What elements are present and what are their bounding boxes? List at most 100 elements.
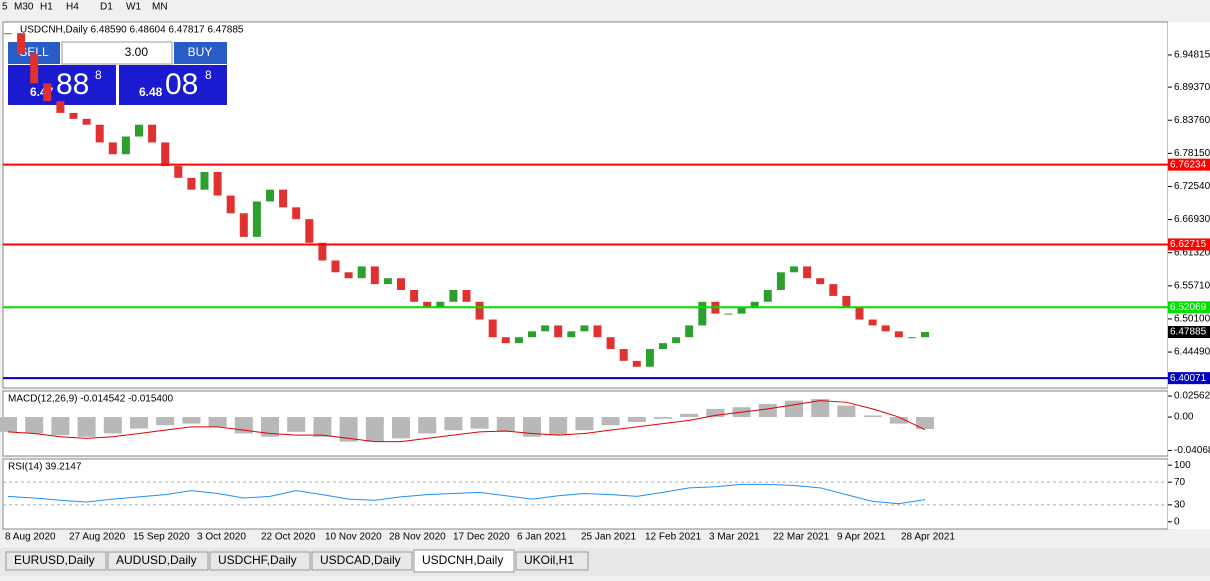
tab-label: AUDUSD,Daily <box>116 553 197 567</box>
candle <box>161 142 170 167</box>
macd-bar <box>261 417 279 437</box>
candle <box>567 331 576 338</box>
candle <box>554 325 563 338</box>
macd-bar <box>863 415 882 418</box>
timeframe-button[interactable]: W1 <box>126 2 141 13</box>
macd-bar <box>889 417 908 424</box>
candle <box>462 290 471 302</box>
x-tick-label: 27 Aug 2020 <box>69 532 126 543</box>
y-tick-label: 6.50100 <box>1174 314 1210 325</box>
macd-bar <box>25 417 44 434</box>
tab-label: USDCAD,Daily <box>320 553 401 567</box>
candle <box>685 325 694 338</box>
tab[interactable] <box>209 551 311 571</box>
y-tick-label: 6.94815 <box>1174 50 1210 61</box>
timeframe-button[interactable]: H1 <box>40 2 53 13</box>
macd-bar <box>208 417 227 427</box>
macd-bar <box>811 399 830 418</box>
tab-label: EURUSD,Daily <box>14 553 95 567</box>
x-tick-label: 3 Oct 2020 <box>197 532 246 543</box>
tab[interactable] <box>107 551 209 571</box>
timeframe-button[interactable]: MN <box>152 2 168 13</box>
candle <box>121 136 130 155</box>
candle <box>69 112 78 119</box>
tab-label: USDCNH,Daily <box>422 553 503 567</box>
buy-button[interactable] <box>174 42 227 64</box>
buy-label: BUY <box>188 45 213 59</box>
candle <box>200 171 209 190</box>
timeframe-button[interactable]: M30 <box>14 2 34 13</box>
ask-box[interactable] <box>119 65 227 105</box>
tab[interactable] <box>515 551 589 571</box>
level-label: 6.76234 <box>1170 159 1207 170</box>
rsi-line <box>7 483 926 505</box>
macd-bar <box>182 417 201 424</box>
candle <box>43 83 52 102</box>
candle <box>921 332 929 338</box>
candle <box>56 101 65 113</box>
price-label: 6.47885 <box>1170 327 1207 338</box>
candle <box>724 313 733 315</box>
candle <box>331 260 340 273</box>
macd-bar <box>706 408 725 418</box>
level-label: 6.62715 <box>1170 239 1207 250</box>
candle <box>541 325 550 332</box>
candle <box>4 33 12 35</box>
level-tag <box>1168 238 1210 251</box>
price-tag <box>1168 326 1210 339</box>
y-tick-label: 0 <box>1174 516 1180 527</box>
candle <box>528 331 536 338</box>
macd-bar <box>0 417 17 432</box>
level-tag <box>1168 301 1210 314</box>
macd-bar <box>654 417 672 419</box>
candle <box>344 272 353 279</box>
chart-header: USDCNH,Daily 6.48590 6.48604 6.47817 6.4… <box>20 25 244 36</box>
candle <box>514 337 523 344</box>
y-tick-label: 70 <box>1174 477 1186 488</box>
macd-bar <box>287 417 306 432</box>
timeframe-button[interactable]: D1 <box>100 2 113 13</box>
x-tick-label: 28 Nov 2020 <box>389 532 446 543</box>
y-tick-label: 6.66930 <box>1174 214 1210 225</box>
macd-bar <box>523 417 541 437</box>
timeframe-button[interactable]: 5 <box>2 2 8 13</box>
lots-input[interactable] <box>61 41 173 65</box>
candle <box>868 319 877 326</box>
candle <box>357 266 366 279</box>
candle <box>907 337 916 339</box>
candle <box>619 349 628 361</box>
tab[interactable] <box>413 549 515 573</box>
macd-bar <box>601 417 620 426</box>
level-label: 6.52069 <box>1170 302 1207 313</box>
candle <box>855 307 864 320</box>
lots-value: 3.00 <box>125 45 149 59</box>
tab[interactable] <box>311 551 413 571</box>
candle <box>842 295 851 308</box>
macd-bar <box>392 417 410 439</box>
candle <box>30 53 39 84</box>
candle <box>829 284 838 296</box>
y-tick-label: 6.78150 <box>1174 148 1210 159</box>
candle <box>17 33 26 54</box>
bid-box[interactable] <box>8 65 116 105</box>
timeframe-button[interactable]: H4 <box>66 2 79 13</box>
tab[interactable] <box>5 551 107 571</box>
x-tick-label: 22 Mar 2021 <box>773 532 830 543</box>
candle <box>475 301 484 320</box>
sell-label: SELL <box>19 45 49 59</box>
candle <box>213 171 222 196</box>
candle <box>187 177 196 190</box>
candle <box>135 124 143 137</box>
macd-bar <box>313 417 332 437</box>
candle <box>763 290 772 302</box>
macd-bar <box>837 405 856 418</box>
candle <box>436 301 445 308</box>
candle <box>698 301 707 326</box>
macd-signal <box>7 400 926 443</box>
candle <box>266 189 274 202</box>
candle <box>148 124 157 143</box>
y-tick-label: 0.025623 <box>1174 391 1210 402</box>
y-tick-label: 30 <box>1174 499 1186 510</box>
candle <box>488 319 497 338</box>
